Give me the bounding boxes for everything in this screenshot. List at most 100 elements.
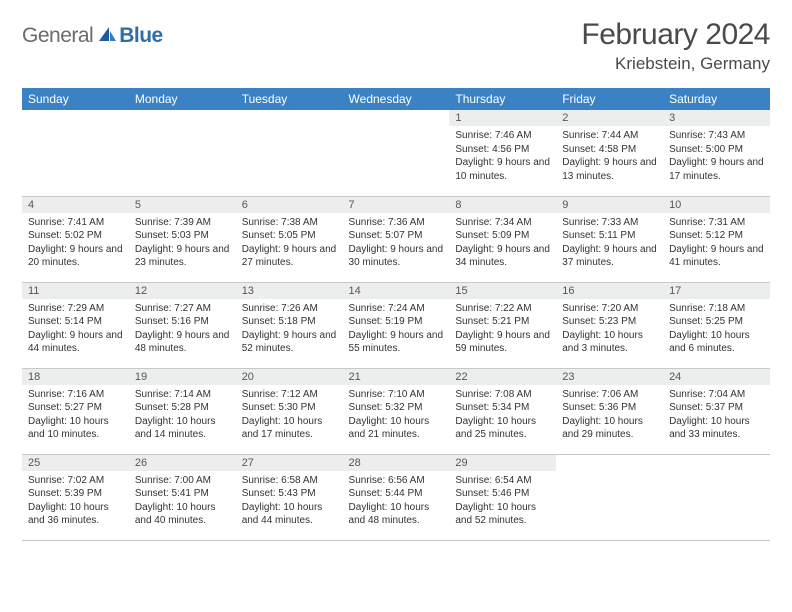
date-number: 7 — [343, 197, 450, 213]
sunrise-text: Sunrise: 7:18 AM — [669, 302, 764, 316]
calendar-cell: 10Sunrise: 7:31 AMSunset: 5:12 PMDayligh… — [663, 196, 770, 282]
page-header: General Blue February 2024 Kriebstein, G… — [22, 18, 770, 74]
sunset-text: Sunset: 5:00 PM — [669, 143, 764, 157]
sunset-text: Sunset: 5:14 PM — [28, 315, 123, 329]
sunrise-text: Sunrise: 7:31 AM — [669, 216, 764, 230]
cell-body: Sunrise: 7:22 AMSunset: 5:21 PMDaylight:… — [449, 299, 556, 360]
day-header-sat: Saturday — [663, 88, 770, 110]
calendar-row: 1Sunrise: 7:46 AMSunset: 4:56 PMDaylight… — [22, 110, 770, 196]
sunrise-text: Sunrise: 7:12 AM — [242, 388, 337, 402]
calendar-cell — [236, 110, 343, 196]
daylight-text: Daylight: 9 hours and 34 minutes. — [455, 243, 550, 270]
sunset-text: Sunset: 4:56 PM — [455, 143, 550, 157]
sunrise-text: Sunrise: 7:16 AM — [28, 388, 123, 402]
daylight-text: Daylight: 10 hours and 14 minutes. — [135, 415, 230, 442]
calendar-row: 11Sunrise: 7:29 AMSunset: 5:14 PMDayligh… — [22, 282, 770, 368]
sunset-text: Sunset: 5:30 PM — [242, 401, 337, 415]
month-title: February 2024 — [581, 18, 770, 52]
sunset-text: Sunset: 5:03 PM — [135, 229, 230, 243]
date-number: 9 — [556, 197, 663, 213]
sunset-text: Sunset: 5:39 PM — [28, 487, 123, 501]
date-number: 22 — [449, 369, 556, 385]
date-number: 5 — [129, 197, 236, 213]
cell-body: Sunrise: 7:39 AMSunset: 5:03 PMDaylight:… — [129, 213, 236, 274]
calendar-row: 4Sunrise: 7:41 AMSunset: 5:02 PMDaylight… — [22, 196, 770, 282]
sunrise-text: Sunrise: 7:43 AM — [669, 129, 764, 143]
sunrise-text: Sunrise: 7:24 AM — [349, 302, 444, 316]
sunset-text: Sunset: 5:37 PM — [669, 401, 764, 415]
daylight-text: Daylight: 9 hours and 48 minutes. — [135, 329, 230, 356]
sunset-text: Sunset: 5:44 PM — [349, 487, 444, 501]
date-number: 6 — [236, 197, 343, 213]
calendar-cell — [343, 110, 450, 196]
daylight-text: Daylight: 10 hours and 44 minutes. — [242, 501, 337, 528]
logo-text-blue: Blue — [119, 24, 163, 48]
sunrise-text: Sunrise: 7:20 AM — [562, 302, 657, 316]
calendar-body: 1Sunrise: 7:46 AMSunset: 4:56 PMDaylight… — [22, 110, 770, 540]
date-bar-empty — [556, 455, 663, 471]
sunset-text: Sunset: 5:07 PM — [349, 229, 444, 243]
date-number: 2 — [556, 110, 663, 126]
cell-body: Sunrise: 7:34 AMSunset: 5:09 PMDaylight:… — [449, 213, 556, 274]
cell-body: Sunrise: 7:02 AMSunset: 5:39 PMDaylight:… — [22, 471, 129, 532]
cell-body: Sunrise: 6:58 AMSunset: 5:43 PMDaylight:… — [236, 471, 343, 532]
sunrise-text: Sunrise: 6:56 AM — [349, 474, 444, 488]
day-header-tue: Tuesday — [236, 88, 343, 110]
calendar-cell — [663, 454, 770, 540]
date-number: 24 — [663, 369, 770, 385]
sunrise-text: Sunrise: 7:22 AM — [455, 302, 550, 316]
sunrise-text: Sunrise: 7:34 AM — [455, 216, 550, 230]
cell-body: Sunrise: 7:36 AMSunset: 5:07 PMDaylight:… — [343, 213, 450, 274]
calendar-cell: 16Sunrise: 7:20 AMSunset: 5:23 PMDayligh… — [556, 282, 663, 368]
sunrise-text: Sunrise: 7:33 AM — [562, 216, 657, 230]
date-number: 12 — [129, 283, 236, 299]
sunrise-text: Sunrise: 7:02 AM — [28, 474, 123, 488]
daylight-text: Daylight: 9 hours and 44 minutes. — [28, 329, 123, 356]
date-number: 27 — [236, 455, 343, 471]
date-number: 19 — [129, 369, 236, 385]
date-number: 26 — [129, 455, 236, 471]
sunrise-text: Sunrise: 7:10 AM — [349, 388, 444, 402]
daylight-text: Daylight: 10 hours and 17 minutes. — [242, 415, 337, 442]
sunset-text: Sunset: 5:09 PM — [455, 229, 550, 243]
cell-body: Sunrise: 7:26 AMSunset: 5:18 PMDaylight:… — [236, 299, 343, 360]
sunset-text: Sunset: 5:32 PM — [349, 401, 444, 415]
daylight-text: Daylight: 9 hours and 41 minutes. — [669, 243, 764, 270]
date-number: 13 — [236, 283, 343, 299]
date-number: 17 — [663, 283, 770, 299]
cell-body: Sunrise: 7:27 AMSunset: 5:16 PMDaylight:… — [129, 299, 236, 360]
cell-body: Sunrise: 6:56 AMSunset: 5:44 PMDaylight:… — [343, 471, 450, 532]
calendar-cell: 19Sunrise: 7:14 AMSunset: 5:28 PMDayligh… — [129, 368, 236, 454]
sunrise-text: Sunrise: 7:39 AM — [135, 216, 230, 230]
sunrise-text: Sunrise: 6:58 AM — [242, 474, 337, 488]
date-number: 10 — [663, 197, 770, 213]
calendar-cell: 2Sunrise: 7:44 AMSunset: 4:58 PMDaylight… — [556, 110, 663, 196]
sunset-text: Sunset: 5:05 PM — [242, 229, 337, 243]
day-header-thu: Thursday — [449, 88, 556, 110]
sunrise-text: Sunrise: 7:08 AM — [455, 388, 550, 402]
title-block: February 2024 Kriebstein, Germany — [581, 18, 770, 74]
sunset-text: Sunset: 5:46 PM — [455, 487, 550, 501]
date-bar-empty — [22, 110, 129, 126]
daylight-text: Daylight: 10 hours and 48 minutes. — [349, 501, 444, 528]
calendar-cell: 17Sunrise: 7:18 AMSunset: 5:25 PMDayligh… — [663, 282, 770, 368]
cell-body: Sunrise: 7:43 AMSunset: 5:00 PMDaylight:… — [663, 126, 770, 187]
date-number: 4 — [22, 197, 129, 213]
cell-body: Sunrise: 7:24 AMSunset: 5:19 PMDaylight:… — [343, 299, 450, 360]
calendar-cell: 26Sunrise: 7:00 AMSunset: 5:41 PMDayligh… — [129, 454, 236, 540]
sunrise-text: Sunrise: 7:29 AM — [28, 302, 123, 316]
calendar-cell: 20Sunrise: 7:12 AMSunset: 5:30 PMDayligh… — [236, 368, 343, 454]
daylight-text: Daylight: 10 hours and 29 minutes. — [562, 415, 657, 442]
sunrise-text: Sunrise: 7:26 AM — [242, 302, 337, 316]
calendar-cell: 1Sunrise: 7:46 AMSunset: 4:56 PMDaylight… — [449, 110, 556, 196]
cell-body: Sunrise: 7:44 AMSunset: 4:58 PMDaylight:… — [556, 126, 663, 187]
date-number: 8 — [449, 197, 556, 213]
date-number: 25 — [22, 455, 129, 471]
daylight-text: Daylight: 9 hours and 10 minutes. — [455, 156, 550, 183]
cell-body: Sunrise: 7:46 AMSunset: 4:56 PMDaylight:… — [449, 126, 556, 187]
calendar-cell: 13Sunrise: 7:26 AMSunset: 5:18 PMDayligh… — [236, 282, 343, 368]
calendar-cell: 28Sunrise: 6:56 AMSunset: 5:44 PMDayligh… — [343, 454, 450, 540]
daylight-text: Daylight: 10 hours and 6 minutes. — [669, 329, 764, 356]
calendar-row: 25Sunrise: 7:02 AMSunset: 5:39 PMDayligh… — [22, 454, 770, 540]
sunset-text: Sunset: 5:19 PM — [349, 315, 444, 329]
